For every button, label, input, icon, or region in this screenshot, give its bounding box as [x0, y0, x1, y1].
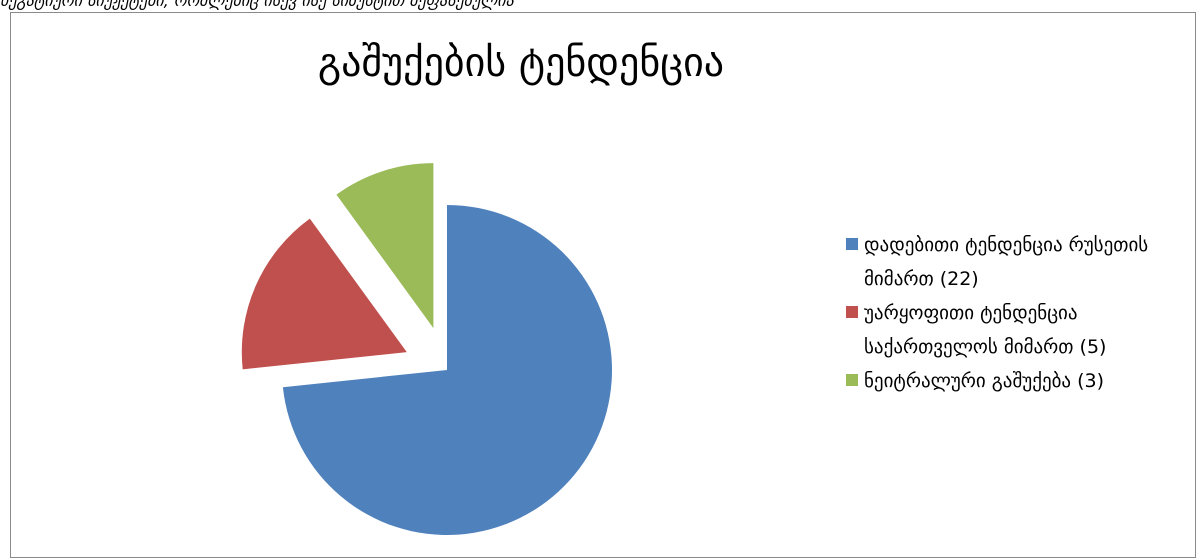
chart-frame: გაშუქების ტენდენცია დადებითი ტენდენცია რ… [10, 12, 1196, 558]
pie-slice-negative-georgia [241, 218, 407, 370]
legend-swatch-negative-georgia [846, 306, 858, 318]
chart-title: გაშუქების ტენდენცია [317, 40, 725, 86]
legend-swatch-neutral [846, 374, 858, 386]
pie-chart [241, 163, 612, 535]
legend-swatch-positive-russia [846, 238, 858, 250]
legend-item-neutral: ნეიტრალური გაშუქება (3) [846, 364, 1176, 398]
legend-label-positive-russia: დადებითი ტენდენცია რუსეთის მიმართ (22) [864, 234, 1149, 290]
pie-slice-positive-russia [282, 205, 612, 535]
legend-item-positive-russia: დადებითი ტენდენცია რუსეთის მიმართ (22) [846, 228, 1176, 296]
legend-item-negative-georgia: უარყოფითი ტენდენცია საქართველოს მიმართ (… [846, 296, 1176, 364]
legend-label-neutral: ნეიტრალური გაშუქება (3) [864, 370, 1105, 392]
chart-legend: დადებითი ტენდენცია რუსეთის მიმართ (22) უ… [846, 228, 1176, 398]
pie-slice-neutral [336, 163, 434, 329]
top-cropped-text: ნეგატიური სიუჟეტები, რომლებიც ისევ ისე ს… [0, 0, 514, 10]
legend-label-negative-georgia: უარყოფითი ტენდენცია საქართველოს მიმართ (… [864, 302, 1107, 358]
